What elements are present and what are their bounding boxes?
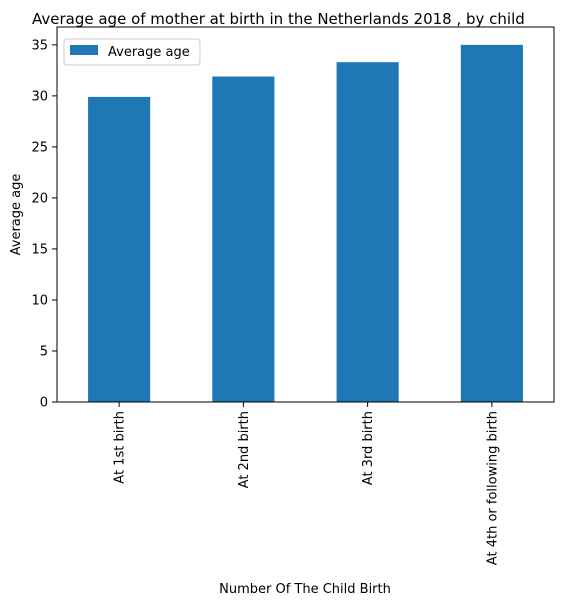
x-axis-ticks: At 1st birth At 2nd birth At 3rd birth At 4… — [113, 402, 500, 565]
x-tick-label: At 4th or following birth — [485, 411, 500, 565]
y-tick-label: 20 — [31, 191, 48, 206]
y-tick-label: 35 — [31, 38, 48, 53]
y-tick-label: 15 — [31, 242, 48, 257]
x-tick-label: At 1st birth — [113, 411, 128, 484]
bar — [336, 62, 399, 403]
bar — [212, 76, 275, 402]
bar — [88, 96, 151, 403]
bar — [460, 44, 523, 402]
y-tick-label: 25 — [31, 140, 48, 155]
plot-frame — [56, 26, 555, 403]
legend-swatch — [70, 45, 98, 55]
legend-label: Average age — [108, 45, 190, 60]
y-axis-label: Average age — [9, 174, 24, 256]
legend: Average age — [63, 38, 201, 66]
y-tick-label: 5 — [40, 344, 48, 359]
x-tick-label: At 3rd birth — [361, 411, 376, 485]
y-axis-ticks: 0 5 10 15 20 25 30 35 — [31, 38, 57, 411]
y-tick-label: 10 — [31, 293, 48, 308]
y-tick-label: 0 — [40, 396, 48, 411]
y-tick-label: 30 — [31, 89, 48, 104]
bars — [88, 44, 523, 403]
x-axis-label: Number Of The Child Birth — [219, 582, 391, 597]
chart-title: Average age of mother at birth in the Ne… — [32, 10, 525, 28]
x-tick-label: At 2nd birth — [237, 411, 252, 488]
